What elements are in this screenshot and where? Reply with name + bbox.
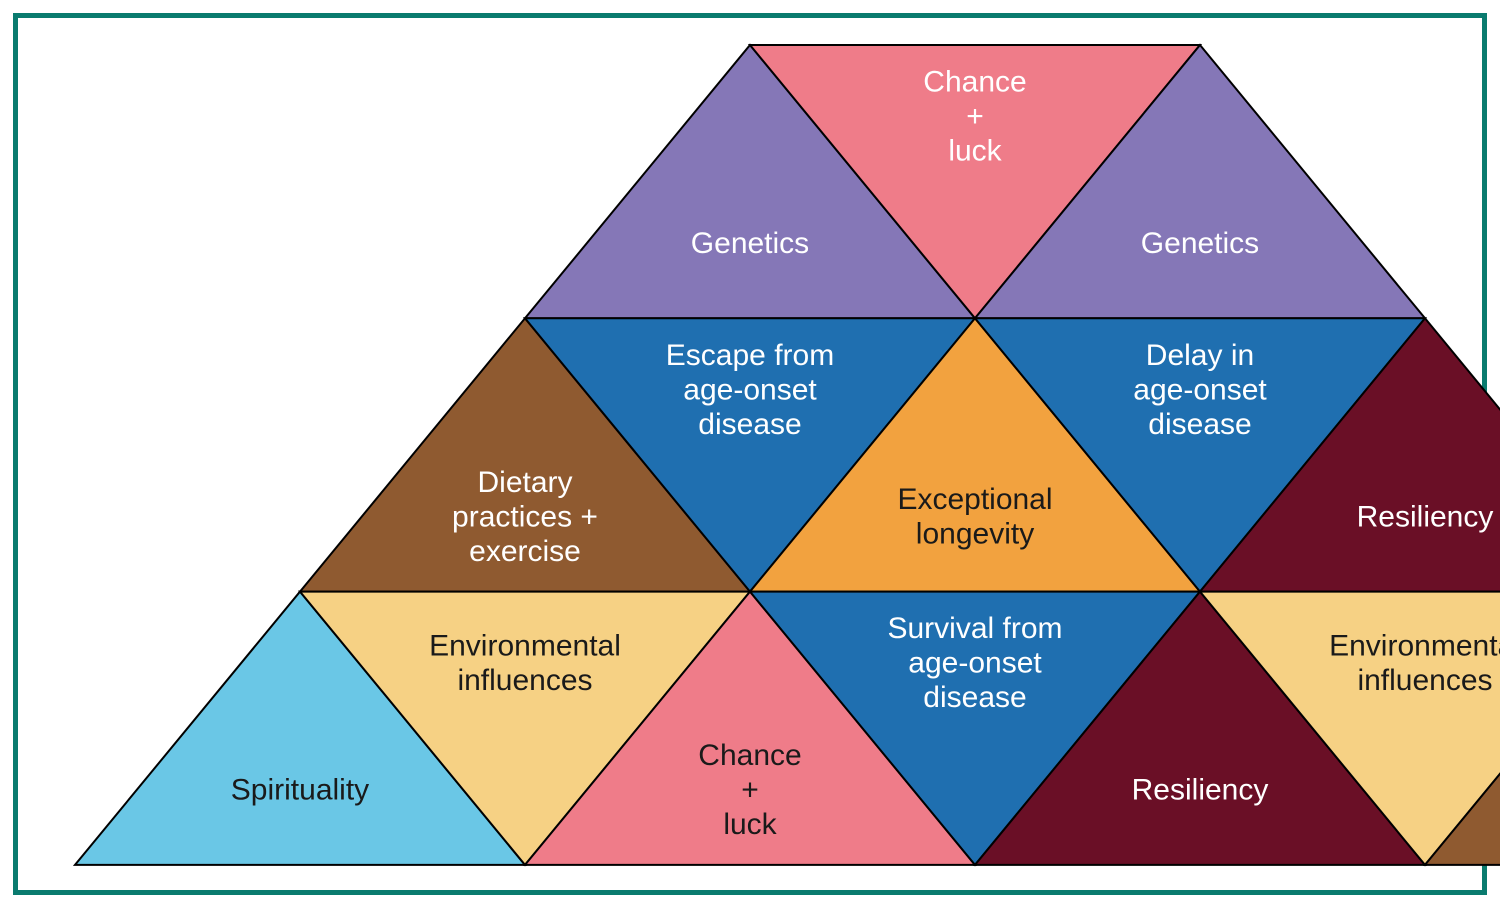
triangle-cell-label: Delay inage-onsetdisease [1133,339,1267,441]
triangle-cell-label: Resiliency [1357,500,1494,533]
triangle-cell-label: Resiliency [1132,774,1269,807]
triangle-cell-label: Spirituality [231,774,369,807]
triangle-cell-label: Environmentalinfluences [429,629,621,697]
triangle-diagram-svg: GeneticsChance+luckGeneticsDietarypracti… [0,0,1500,908]
triangle-cell-label: Genetics [1141,227,1259,260]
triangle-cell-label: Exceptionallongevity [897,483,1052,551]
triangle-cell-label: Genetics [691,227,809,260]
